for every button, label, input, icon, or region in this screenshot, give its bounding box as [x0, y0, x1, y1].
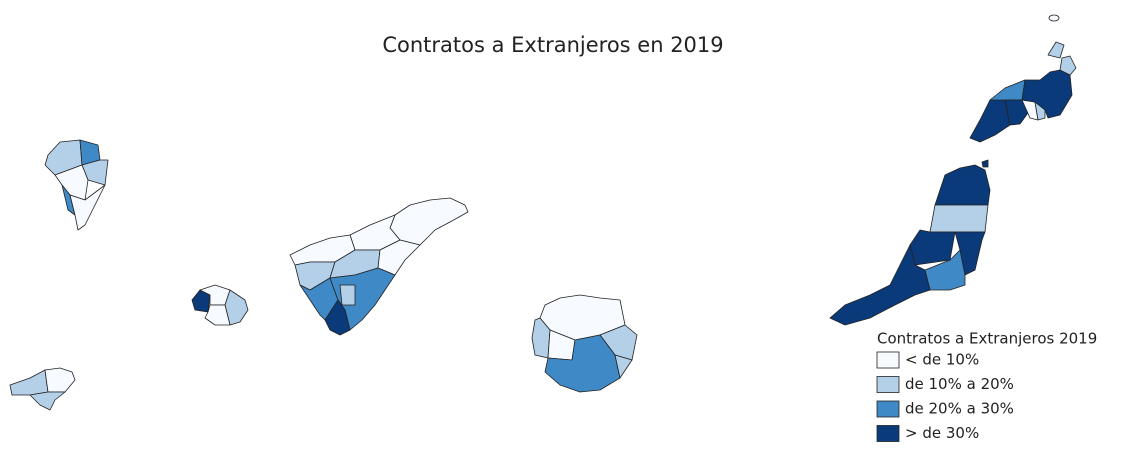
legend-label: < de 10% — [905, 351, 979, 369]
municipality — [614, 354, 633, 379]
tenerife — [289, 197, 469, 336]
municipality — [204, 304, 231, 326]
municipality — [69, 184, 106, 231]
legend: < de 10% de 10% a 20% de 20% a 30% > de 30% — [876, 351, 1014, 442]
municipality — [929, 204, 989, 233]
el-hierro — [9, 367, 76, 411]
municipality — [829, 244, 931, 326]
legend-swatch — [876, 425, 900, 442]
municipality — [989, 79, 1026, 101]
fuerteventura — [829, 159, 991, 326]
legend-swatch — [876, 400, 900, 418]
municipality — [339, 284, 356, 306]
municipality — [44, 367, 76, 393]
legend-label: > de 30% — [905, 424, 979, 442]
la-palma — [44, 139, 109, 231]
municipality — [389, 197, 469, 246]
la-gomera — [191, 284, 249, 326]
municipality — [969, 99, 1011, 143]
legend-label: de 20% a 30% — [905, 400, 1014, 418]
municipality — [1004, 99, 1031, 126]
municipality — [909, 229, 956, 266]
municipality — [934, 164, 991, 206]
legend-label: de 10% a 20% — [905, 375, 1014, 393]
legend-title: Contratos a Extranjeros 2019 — [877, 330, 1097, 348]
islet — [981, 159, 989, 168]
legend-swatch — [876, 351, 900, 369]
map-title: Contratos a Extranjeros en 2019 — [382, 33, 723, 57]
municipality — [9, 369, 49, 396]
municipality — [191, 289, 211, 313]
gran-canaria — [531, 294, 638, 393]
legend-swatch — [876, 376, 900, 393]
municipality — [29, 391, 66, 411]
islet — [1047, 41, 1065, 59]
municipality — [1059, 55, 1077, 76]
islet — [1048, 14, 1060, 22]
municipality — [1021, 69, 1073, 119]
lanzarote — [969, 14, 1077, 143]
municipality — [324, 299, 351, 336]
